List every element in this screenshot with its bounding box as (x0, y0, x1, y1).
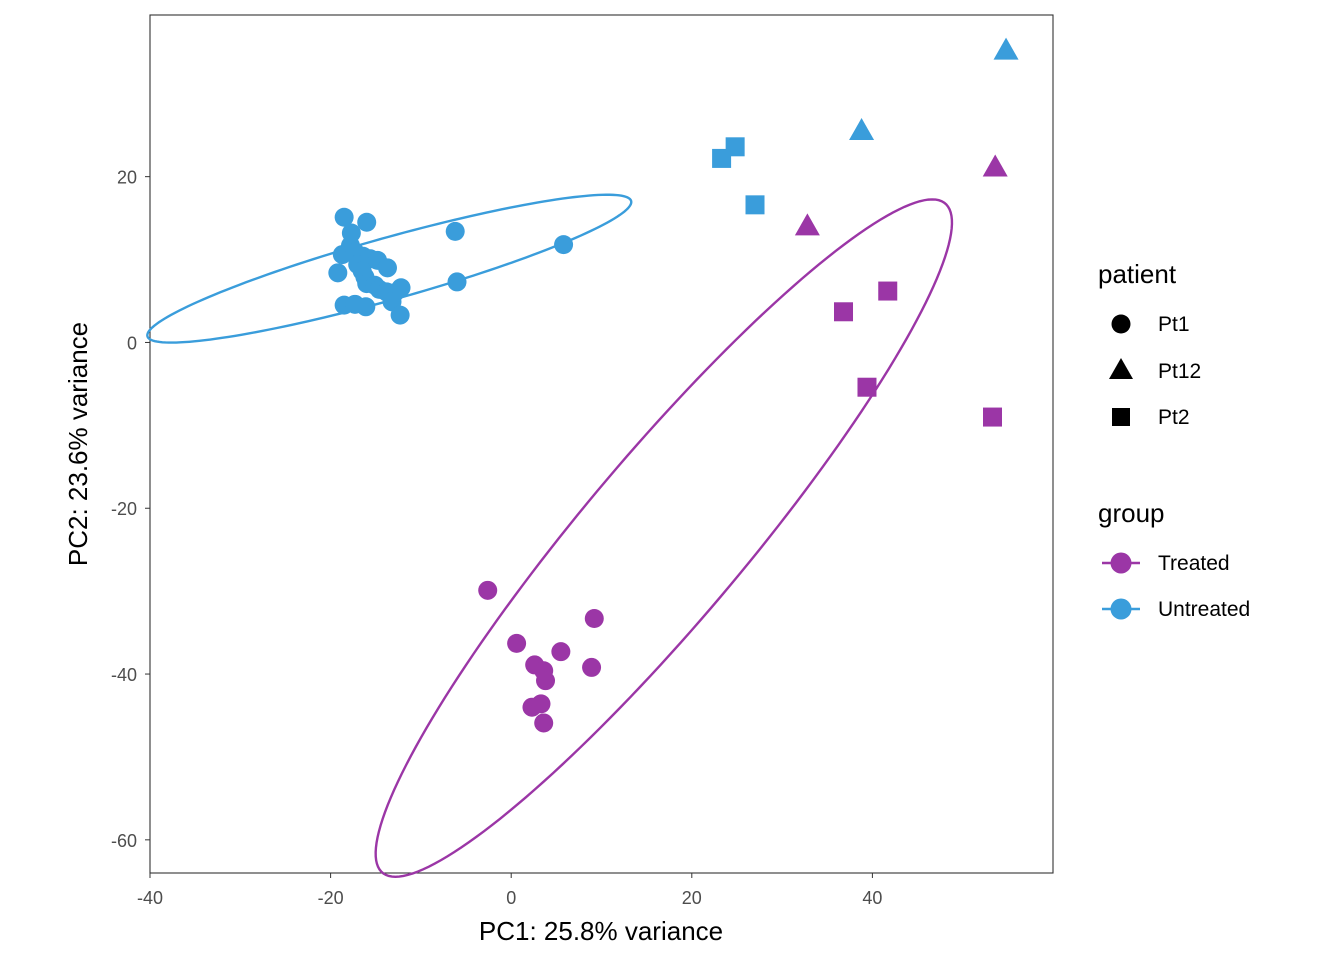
legend-group-label: Treated (1158, 552, 1230, 575)
y-tick-label: -60 (111, 831, 137, 851)
ellipse-untreated (146, 193, 633, 344)
point-treated-pt1 (507, 633, 527, 653)
point-untreated-pt1 (357, 212, 377, 232)
point-untreated-pt12 (993, 37, 1019, 60)
point-treated-pt12 (982, 154, 1008, 177)
legend-patient-label: Pt2 (1158, 406, 1190, 429)
legend-patient-label: Pt12 (1158, 360, 1201, 383)
x-axis: -40 -20 0 20 40 (137, 873, 882, 908)
legend-triangle-icon (1109, 358, 1133, 379)
x-tick-label: -20 (318, 888, 344, 908)
point-untreated-pt1 (447, 272, 467, 292)
point-treated-pt1 (478, 580, 498, 600)
legend-group: group Treated Untreated (1098, 498, 1250, 621)
x-tick-label: -40 (137, 888, 163, 908)
ellipse-layer (146, 193, 954, 878)
panel-border (149, 14, 1054, 874)
legend-patient: patient Pt1 Pt12 Pt2 (1098, 259, 1201, 429)
point-treated-pt1 (531, 694, 551, 714)
point-untreated-pt1 (390, 305, 410, 325)
legend-untreated-circle-icon (1110, 598, 1132, 620)
point-untreated-pt1 (356, 297, 376, 317)
y-tick-label: 0 (127, 333, 137, 353)
point-untreated-pt1 (377, 258, 397, 278)
point-untreated-pt1 (445, 221, 465, 241)
y-tick-label: -40 (111, 665, 137, 685)
y-tick-label: 20 (117, 168, 137, 188)
y-axis-title: PC2: 23.6% variance (63, 322, 93, 566)
point-treated-pt2 (834, 302, 854, 322)
point-treated-pt1 (534, 713, 554, 733)
point-treated-pt1 (536, 671, 556, 691)
legend-patient-title: patient (1098, 259, 1177, 289)
point-treated-pt2 (982, 407, 1002, 427)
legend-group-label: Untreated (1158, 598, 1250, 621)
legend-circle-icon (1111, 314, 1131, 334)
legend-square-icon (1112, 408, 1130, 426)
point-untreated-pt2 (745, 195, 765, 215)
point-treated-pt1 (551, 642, 571, 662)
ellipse-treated (374, 198, 954, 878)
x-tick-label: 0 (506, 888, 516, 908)
legend-group-title: group (1098, 498, 1165, 528)
plot-area (146, 14, 1054, 878)
point-untreated-pt1 (328, 263, 348, 283)
point-treated-pt1 (582, 657, 602, 677)
x-tick-label: 20 (682, 888, 702, 908)
y-axis: -60 -40 -20 0 20 (111, 168, 150, 851)
point-untreated-pt1 (554, 235, 574, 255)
legend-patient-label: Pt1 (1158, 313, 1190, 336)
point-treated-pt2 (878, 281, 898, 301)
x-tick-label: 40 (862, 888, 882, 908)
point-untreated-pt1 (334, 207, 354, 227)
point-untreated-pt2 (725, 137, 745, 157)
point-layer (328, 37, 1019, 733)
point-treated-pt1 (584, 609, 604, 629)
x-axis-title: PC1: 25.8% variance (479, 916, 723, 946)
point-treated-pt2 (857, 377, 877, 397)
point-untreated-pt1 (391, 278, 411, 298)
point-untreated-pt12 (849, 118, 875, 141)
legend-treated-circle-icon (1110, 552, 1132, 574)
point-treated-pt12 (794, 213, 820, 236)
y-tick-label: -20 (111, 499, 137, 519)
